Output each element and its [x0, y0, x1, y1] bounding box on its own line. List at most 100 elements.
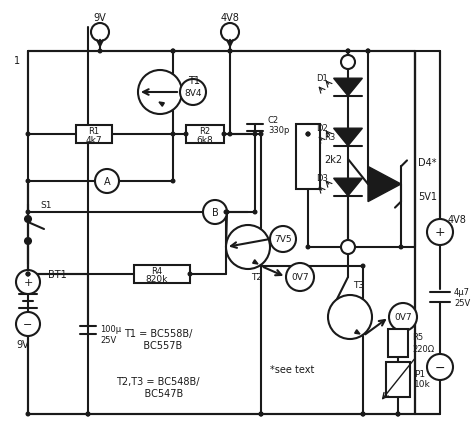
Text: P1: P1	[414, 370, 425, 379]
Text: A: A	[104, 177, 110, 187]
Text: 9V: 9V	[94, 13, 106, 23]
Text: −: −	[23, 319, 33, 329]
Bar	[386, 362, 410, 397]
Circle shape	[253, 132, 257, 137]
Circle shape	[365, 49, 371, 54]
Bar	[76, 126, 112, 144]
Text: *see text: *see text	[270, 364, 314, 374]
Text: 6k8: 6k8	[197, 135, 213, 144]
Text: 100μ
25V: 100μ 25V	[100, 325, 121, 344]
Circle shape	[180, 80, 206, 106]
Circle shape	[395, 412, 401, 417]
Text: D2: D2	[316, 123, 328, 132]
Circle shape	[258, 132, 264, 137]
Bar	[388, 329, 408, 357]
Text: R1: R1	[89, 126, 100, 135]
Circle shape	[389, 303, 417, 331]
Circle shape	[188, 272, 192, 277]
Text: T1 = BC558B/
   BC557B: T1 = BC558B/ BC557B	[124, 329, 192, 350]
Circle shape	[306, 245, 310, 250]
Circle shape	[226, 225, 270, 269]
Polygon shape	[334, 79, 363, 97]
Circle shape	[26, 412, 30, 417]
Text: D4*: D4*	[418, 158, 437, 168]
Text: R3: R3	[324, 132, 335, 141]
Text: 220Ω: 220Ω	[412, 345, 434, 354]
Text: 9V: 9V	[17, 339, 29, 349]
Text: +: +	[435, 226, 445, 239]
Bar	[186, 126, 224, 144]
Text: R2: R2	[200, 126, 210, 135]
Text: B: B	[211, 208, 219, 218]
Circle shape	[365, 49, 371, 54]
Circle shape	[221, 132, 227, 137]
Circle shape	[399, 245, 403, 250]
Polygon shape	[334, 129, 363, 147]
Circle shape	[427, 354, 453, 380]
Text: 4V8: 4V8	[448, 215, 467, 224]
Polygon shape	[253, 260, 258, 264]
Circle shape	[171, 49, 175, 54]
Circle shape	[25, 216, 31, 222]
Text: +: +	[23, 277, 33, 287]
Text: 10k: 10k	[414, 380, 431, 389]
Polygon shape	[368, 167, 401, 202]
Circle shape	[258, 412, 264, 417]
Circle shape	[98, 49, 102, 54]
Circle shape	[171, 179, 175, 184]
Circle shape	[26, 272, 30, 277]
Text: 4k7: 4k7	[86, 135, 102, 144]
Circle shape	[361, 264, 365, 269]
Circle shape	[427, 219, 453, 246]
Circle shape	[361, 412, 365, 417]
Circle shape	[341, 240, 355, 255]
Text: 0V7: 0V7	[394, 313, 412, 322]
Text: 0V7: 0V7	[291, 273, 309, 282]
Circle shape	[341, 56, 355, 70]
Circle shape	[228, 49, 233, 54]
Circle shape	[395, 412, 401, 417]
Text: 4μ7
25V: 4μ7 25V	[454, 288, 470, 307]
Text: 7V5: 7V5	[274, 235, 292, 244]
Circle shape	[85, 412, 91, 417]
Circle shape	[270, 227, 296, 252]
Text: T3: T3	[353, 281, 364, 290]
Bar	[296, 125, 320, 190]
Text: D3: D3	[316, 173, 328, 182]
Circle shape	[26, 132, 30, 137]
Text: T2: T2	[251, 273, 262, 282]
Circle shape	[16, 312, 40, 336]
Circle shape	[85, 412, 91, 417]
Circle shape	[171, 132, 175, 137]
Circle shape	[91, 24, 109, 42]
Circle shape	[26, 272, 30, 277]
Circle shape	[228, 132, 233, 137]
Circle shape	[306, 132, 310, 137]
Text: C2: C2	[268, 115, 279, 124]
Circle shape	[258, 412, 264, 417]
Circle shape	[25, 239, 31, 244]
Text: BT1: BT1	[48, 269, 67, 280]
Circle shape	[346, 49, 350, 54]
Text: T2,T3 = BC548B/
    BC547B: T2,T3 = BC548B/ BC547B	[116, 376, 200, 398]
Text: S1: S1	[40, 200, 52, 209]
Text: 5V1: 5V1	[418, 191, 437, 202]
Circle shape	[306, 132, 310, 137]
Circle shape	[171, 49, 175, 54]
Text: 1: 1	[14, 56, 20, 66]
Circle shape	[328, 295, 372, 339]
Text: 330p: 330p	[268, 125, 289, 134]
Text: D1: D1	[316, 74, 328, 82]
Circle shape	[228, 49, 233, 54]
Circle shape	[16, 270, 40, 294]
Polygon shape	[334, 179, 363, 197]
Text: 2k2: 2k2	[324, 155, 342, 165]
Circle shape	[26, 210, 30, 215]
Text: −: −	[435, 361, 445, 374]
Circle shape	[26, 179, 30, 184]
Circle shape	[95, 169, 119, 194]
Text: 4V8: 4V8	[220, 13, 239, 23]
Circle shape	[361, 412, 365, 417]
Text: T1: T1	[188, 76, 200, 86]
Circle shape	[346, 49, 350, 54]
